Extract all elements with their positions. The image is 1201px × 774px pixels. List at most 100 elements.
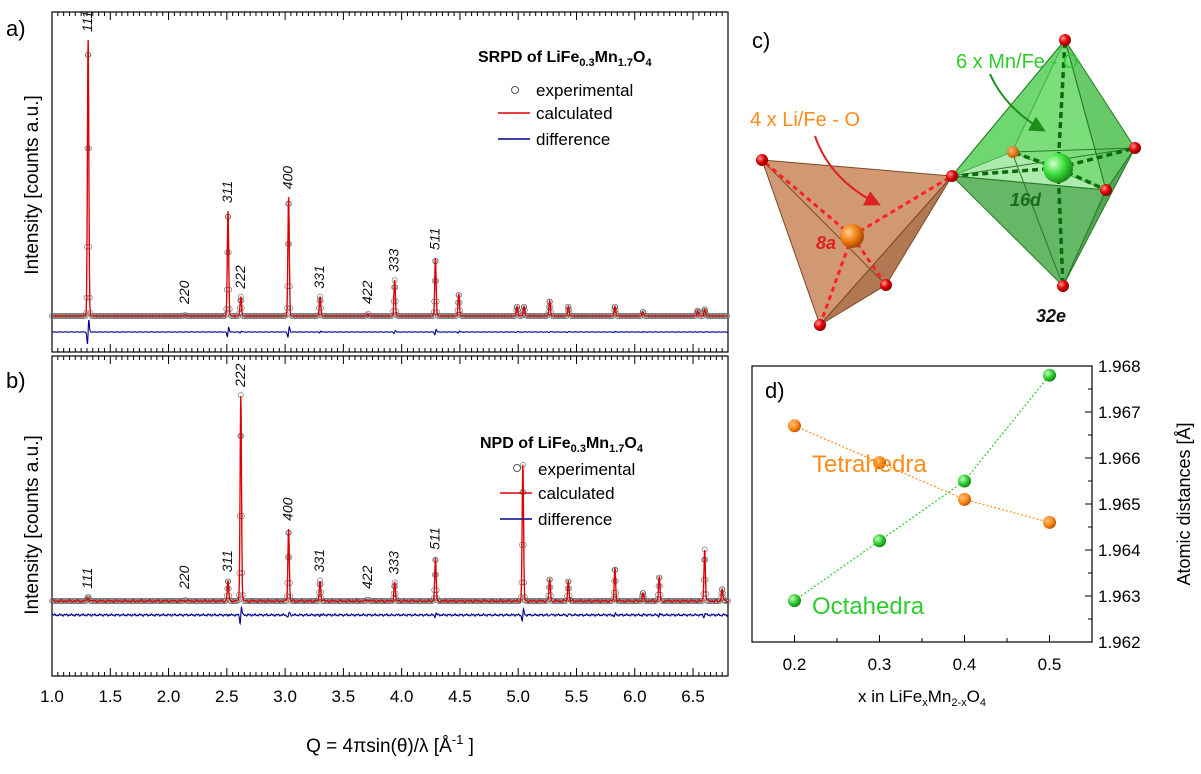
legend-difference-label: difference bbox=[538, 510, 612, 529]
arrow-to-octahedral-site bbox=[989, 73, 1046, 132]
panel-b-xlabel: Q = 4πsin(θ)/λ [Å-1 ] bbox=[306, 732, 474, 757]
tetrahedra-point bbox=[873, 456, 886, 470]
x-tick-label: 6.5 bbox=[681, 687, 705, 706]
panel-a-top-ticks bbox=[51, 12, 729, 352]
peak-label-311: 311 bbox=[219, 181, 235, 203]
x-tick-label: 5.0 bbox=[506, 687, 530, 706]
x-tick-label: 3.5 bbox=[332, 687, 356, 706]
panel-b-difference-series bbox=[51, 605, 729, 626]
experimental-point bbox=[550, 598, 557, 604]
panel-b-ylabel: Intensity [counts a.u.] bbox=[22, 435, 43, 615]
y-tick-label: 1.968 bbox=[1098, 357, 1141, 376]
x-tick-label: 2.0 bbox=[157, 687, 181, 706]
legend-calculated-label: calculated bbox=[538, 484, 615, 503]
experimental-point bbox=[395, 598, 402, 604]
panel-a-peak-labels: 111 220 311 222 400 331 422 333 511 bbox=[79, 11, 442, 305]
panel-b-calculated-series bbox=[51, 396, 729, 603]
x-tick-label: 0.5 bbox=[1038, 655, 1062, 674]
panel-d: d) 0.2 0.3 0.4 0.5 1.962 1.963 1.964 1.965 1.966… bbox=[751, 357, 1194, 709]
x-tick-label: 0.3 bbox=[868, 655, 892, 674]
legend-experimental-marker bbox=[511, 86, 519, 94]
panel-a: 111 220 311 222 400 331 422 333 511 a) Intensity… bbox=[6, 11, 730, 353]
y-tick-label: 1.965 bbox=[1098, 495, 1141, 514]
legend-calculated-label: calculated bbox=[536, 104, 613, 123]
panel-b: 1.0 1.5 2.0 2.5 3.0 3.5 4.0 4.5 5.0 5.5 6.0 6.5 111… bbox=[6, 355, 731, 757]
legend-experimental-marker bbox=[513, 464, 521, 472]
experimental-point bbox=[412, 598, 419, 604]
panel-b-legend: experimental calculated difference bbox=[500, 460, 635, 529]
y-tick-label: 1.966 bbox=[1098, 449, 1141, 468]
panel-b-frame bbox=[51, 355, 729, 677]
x-tick-label: 1.0 bbox=[40, 687, 64, 706]
x-tick-label: 4.5 bbox=[448, 687, 472, 706]
experimental-point bbox=[555, 598, 562, 604]
x-tick-label: 0.2 bbox=[783, 655, 807, 674]
label-site-8a: 8a bbox=[816, 233, 836, 253]
panel-b-letter: b) bbox=[6, 368, 26, 393]
panel-a-ylabel: Intensity [counts a.u.] bbox=[22, 95, 43, 275]
series-label-tetrahedra: Tetrahedra bbox=[812, 451, 927, 478]
experimental-point bbox=[188, 598, 194, 604]
panel-a-title: SRPD of LiFe0.3Mn1.7O4 bbox=[478, 49, 653, 69]
panel-b-x-axis-ticks: 1.0 1.5 2.0 2.5 3.0 3.5 4.0 4.5 5.0 5.5 6.0 6.5 bbox=[40, 687, 705, 706]
octahedra-point bbox=[873, 534, 886, 548]
experimental-point bbox=[723, 598, 730, 604]
panel-a-legend: experimental calculated difference bbox=[498, 81, 633, 149]
panel-b-top-ticks bbox=[51, 356, 729, 676]
panel-c-structure: c) bbox=[750, 28, 1141, 331]
experimental-point bbox=[516, 598, 523, 604]
x-tick-label: 6.0 bbox=[623, 687, 647, 706]
experimental-point bbox=[448, 598, 454, 604]
peak-label-511: 511 bbox=[427, 228, 443, 250]
label-tetrahedral-bonds: 4 x Li/Fe - O bbox=[750, 109, 860, 131]
peak-label-400: 400 bbox=[280, 497, 296, 521]
tetrahedra-point bbox=[788, 419, 801, 433]
peak-label-333: 333 bbox=[386, 249, 402, 273]
peak-label-331: 331 bbox=[311, 549, 327, 572]
series-label-octahedra: Octahedra bbox=[812, 593, 925, 620]
peak-label-222: 222 bbox=[232, 363, 248, 388]
experimental-point bbox=[722, 598, 729, 604]
octahedra-trend-line bbox=[794, 374, 1050, 602]
oxygen-atoms-32e bbox=[756, 34, 1141, 331]
peak-label-311: 311 bbox=[219, 550, 235, 572]
panel-a-calculated-series bbox=[52, 39, 728, 317]
y-tick-label: 1.962 bbox=[1098, 633, 1141, 652]
x-tick-label: 4.0 bbox=[390, 687, 414, 706]
legend-difference-label: difference bbox=[536, 130, 610, 149]
peak-label-511: 511 bbox=[427, 527, 443, 549]
mn-fe-atom-16d bbox=[1043, 153, 1073, 183]
experimental-point bbox=[182, 312, 189, 319]
panel-d-ylabel: Atomic distances [Å] bbox=[1174, 422, 1194, 585]
y-tick-label: 1.964 bbox=[1098, 541, 1141, 560]
tetrahedra-point bbox=[958, 492, 971, 506]
peak-label-220: 220 bbox=[176, 280, 192, 305]
arrow-to-tetrahedral-site bbox=[814, 135, 881, 206]
legend-experimental-label: experimental bbox=[538, 460, 635, 479]
panel-d-ticks: 0.2 0.3 0.4 0.5 1.962 1.963 1.964 1.965 1.966 1.9… bbox=[751, 357, 1141, 674]
y-tick-label: 1.967 bbox=[1098, 403, 1141, 422]
panel-d-xlabel: x in LiFexMn2-xO4 bbox=[858, 687, 986, 709]
panel-b-title: NPD of LiFe0.3Mn1.7O4 bbox=[480, 435, 644, 455]
octahedron bbox=[950, 38, 1136, 287]
x-tick-label: 0.4 bbox=[953, 655, 977, 674]
label-site-16d: 16d bbox=[1010, 190, 1042, 210]
li-fe-atom-8a bbox=[840, 224, 864, 248]
experimental-point bbox=[403, 598, 410, 604]
panel-b-peak-labels: 111 220 311 222 400 331 422 333 511 bbox=[79, 363, 442, 590]
label-octahedral-bonds: 6 x Mn/Fe - O bbox=[956, 51, 1078, 73]
peak-label-220: 220 bbox=[176, 565, 192, 590]
peak-label-400: 400 bbox=[280, 166, 296, 190]
peak-label-422: 422 bbox=[359, 565, 375, 589]
x-tick-label: 2.5 bbox=[215, 687, 239, 706]
x-tick-label: 5.5 bbox=[565, 687, 589, 706]
y-tick-label: 1.963 bbox=[1098, 587, 1141, 606]
peak-label-333: 333 bbox=[386, 551, 402, 575]
peak-label-331: 331 bbox=[311, 265, 327, 288]
octahedra-point bbox=[788, 594, 801, 608]
tetrahedra-point bbox=[1043, 515, 1056, 529]
panel-a-letter: a) bbox=[6, 16, 26, 41]
experimental-point bbox=[439, 598, 446, 604]
small-orange-atom bbox=[1007, 146, 1019, 158]
